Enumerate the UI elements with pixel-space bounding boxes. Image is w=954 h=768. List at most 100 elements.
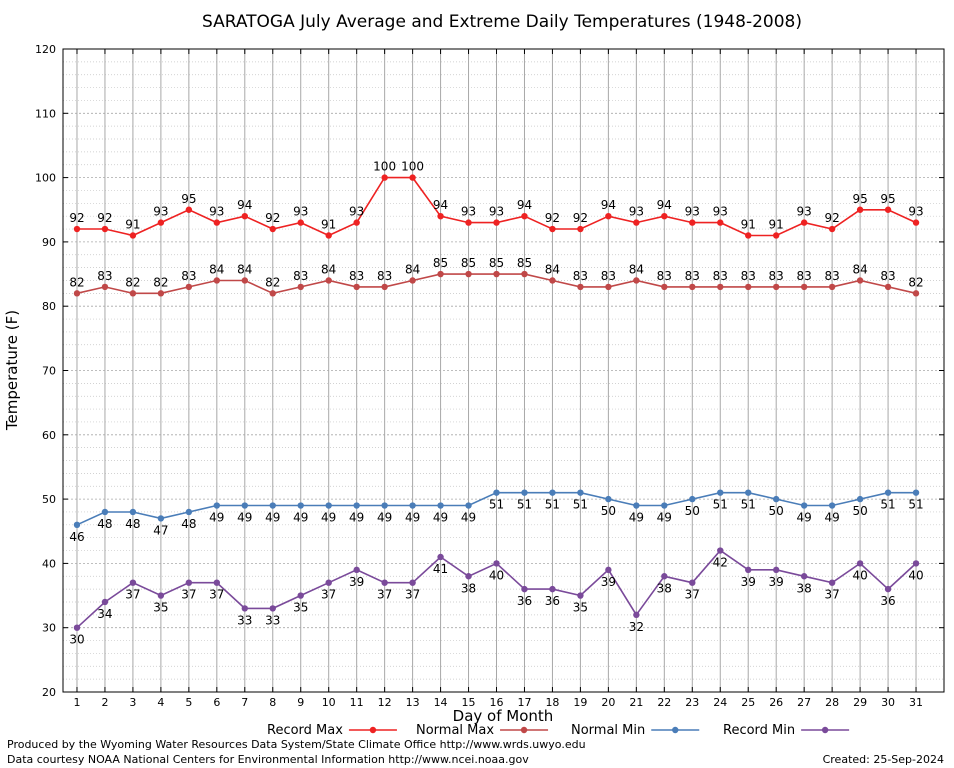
record-max-data-label: 94 bbox=[433, 198, 448, 212]
record-min-data-label: 37 bbox=[181, 588, 196, 602]
legend-marker bbox=[672, 726, 679, 734]
record-min-point bbox=[353, 566, 360, 574]
record-min-point bbox=[800, 573, 808, 580]
normal-max-data-label: 83 bbox=[573, 269, 588, 283]
record-max-point bbox=[353, 219, 360, 226]
record-min-data-label: 37 bbox=[321, 588, 336, 602]
legend-label: Normal Min bbox=[571, 723, 645, 738]
record-min-data-label: 37 bbox=[125, 588, 140, 602]
series-layer bbox=[73, 174, 920, 631]
record-max-point bbox=[157, 219, 165, 226]
record-min-data-label: 38 bbox=[657, 581, 672, 595]
x-tick-label: 26 bbox=[769, 696, 783, 709]
record-max-point bbox=[800, 219, 808, 226]
normal-max-data-label: 84 bbox=[209, 262, 224, 276]
normal-min-point bbox=[605, 495, 612, 503]
record-min-point bbox=[577, 592, 584, 599]
normal-max-data-label: 84 bbox=[237, 262, 252, 276]
record-max-point bbox=[101, 225, 109, 233]
normal-max-data-label: 83 bbox=[713, 269, 728, 283]
record-min-data-label: 42 bbox=[713, 556, 728, 570]
legend-item-normal-max: Normal Max bbox=[416, 723, 549, 738]
record-max-point bbox=[772, 232, 780, 239]
record-max-data-label: 93 bbox=[797, 205, 812, 219]
record-max-data-label: 100 bbox=[373, 160, 396, 174]
x-tick-label: 28 bbox=[825, 696, 839, 709]
record-min-data-label: 37 bbox=[405, 588, 420, 602]
normal-min-data-label: 48 bbox=[97, 517, 112, 531]
normal-min-point bbox=[185, 508, 193, 516]
y-tick-label: 70 bbox=[42, 365, 56, 378]
normal-max-point bbox=[577, 283, 584, 291]
x-tick-label: 17 bbox=[517, 696, 531, 709]
record-max-data-label: 94 bbox=[237, 198, 252, 212]
record-min-point bbox=[717, 547, 724, 554]
normal-max-point bbox=[661, 283, 668, 291]
x-tick-label: 3 bbox=[129, 696, 136, 709]
record-min-data-label: 39 bbox=[741, 575, 756, 589]
record-max-data-label: 92 bbox=[97, 211, 112, 225]
record-max-point bbox=[717, 219, 724, 226]
normal-min-data-label: 49 bbox=[265, 511, 280, 525]
normal-min-point bbox=[689, 495, 696, 503]
legend-item-record-max: Record Max bbox=[267, 723, 397, 738]
x-tick-label: 4 bbox=[157, 696, 164, 709]
x-tick-label: 16 bbox=[490, 696, 504, 709]
x-tick-label: 31 bbox=[909, 696, 923, 709]
normal-max-point bbox=[549, 277, 556, 284]
record-max-data-label: 93 bbox=[461, 205, 476, 219]
normal-min-data-label: 49 bbox=[405, 511, 420, 525]
normal-min-point bbox=[353, 502, 360, 509]
record-min-point bbox=[828, 579, 836, 586]
record-max-point bbox=[185, 206, 193, 213]
record-min-point bbox=[409, 579, 416, 586]
record-max-data-label: 92 bbox=[69, 211, 84, 225]
record-min-data-label: 39 bbox=[349, 575, 364, 589]
record-max-data-label: 95 bbox=[181, 192, 196, 206]
record-max-data-label: 91 bbox=[769, 217, 784, 231]
record-min-data-label: 38 bbox=[461, 581, 476, 595]
normal-max-point bbox=[73, 290, 81, 297]
normal-min-data-label: 50 bbox=[852, 504, 867, 518]
record-max-point bbox=[745, 232, 752, 239]
record-max-data-label: 92 bbox=[265, 211, 280, 225]
record-min-point bbox=[633, 611, 640, 619]
normal-max-point bbox=[325, 277, 332, 284]
normal-max-data-label: 82 bbox=[125, 275, 140, 289]
normal-min-point bbox=[157, 515, 165, 522]
record-min-data-label: 33 bbox=[237, 613, 252, 627]
normal-max-point bbox=[185, 283, 193, 291]
x-tick-label: 25 bbox=[741, 696, 755, 709]
normal-max-data-label: 83 bbox=[349, 269, 364, 283]
normal-min-point bbox=[633, 502, 640, 509]
x-tick-label: 18 bbox=[545, 696, 559, 709]
record-max-data-label: 91 bbox=[321, 217, 336, 231]
record-max-point bbox=[549, 225, 556, 233]
record-max-point bbox=[521, 212, 528, 220]
normal-min-point bbox=[241, 502, 248, 509]
record-min-data-label: 40 bbox=[852, 568, 867, 582]
normal-min-point bbox=[745, 489, 752, 496]
normal-max-data-label: 84 bbox=[405, 262, 420, 276]
record-min-point bbox=[465, 573, 472, 580]
normal-min-point bbox=[129, 508, 137, 516]
x-tick-label: 24 bbox=[713, 696, 727, 709]
record-min-point bbox=[269, 605, 276, 612]
normal-min-data-label: 48 bbox=[125, 517, 140, 531]
normal-min-data-label: 47 bbox=[153, 523, 168, 537]
series-record-min bbox=[73, 547, 920, 631]
record-min-point bbox=[493, 560, 500, 567]
record-min-point bbox=[381, 579, 388, 586]
normal-min-point bbox=[325, 502, 332, 509]
normal-max-point bbox=[521, 270, 528, 278]
record-min-point bbox=[325, 579, 332, 586]
record-min-data-label: 37 bbox=[685, 588, 700, 602]
record-max-point bbox=[213, 219, 221, 226]
record-max-point bbox=[689, 219, 696, 226]
record-min-point bbox=[297, 592, 304, 599]
x-tick-label: 6 bbox=[213, 696, 220, 709]
x-tick-label: 15 bbox=[462, 696, 476, 709]
normal-max-data-label: 83 bbox=[880, 269, 895, 283]
y-tick-label: 40 bbox=[42, 557, 56, 570]
